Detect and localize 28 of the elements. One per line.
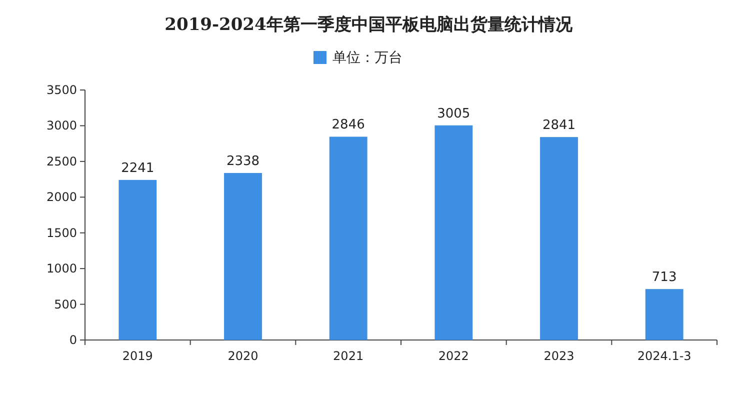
y-tick-label: 0 [69,333,77,347]
data-label: 2241 [121,160,154,176]
x-tick-label: 2020 [228,349,258,363]
x-tick-label: 2019 [122,349,153,363]
bar [645,289,684,340]
y-tick-label: 3000 [46,118,77,133]
y-tick-label: 2000 [46,190,77,204]
bar [434,125,473,340]
y-tick-label: 2500 [46,154,77,168]
bar [329,136,368,340]
bar [540,137,578,340]
x-tick-label: 2022 [438,349,469,363]
data-label: 2841 [542,118,576,134]
data-label: 2846 [332,118,365,133]
y-tick-label: 1500 [46,226,77,240]
x-tick-label: 2021 [333,349,364,363]
x-tick-label: 2024.1-3 [637,349,692,363]
data-label: 3005 [437,106,470,122]
legend-label: 单位：万台 [332,50,402,66]
bar [118,180,157,340]
y-tick-label: 1000 [46,262,77,276]
y-tick-label: 3500 [46,83,77,97]
y-tick-label: 500 [54,297,77,312]
data-label: 2338 [226,154,260,169]
chart-title: 2019-2024年第一季度中国平板电脑出货量统计情况 [164,15,574,35]
data-label: 713 [652,270,677,286]
x-tick-label: 2023 [544,349,574,363]
bar [224,173,262,340]
